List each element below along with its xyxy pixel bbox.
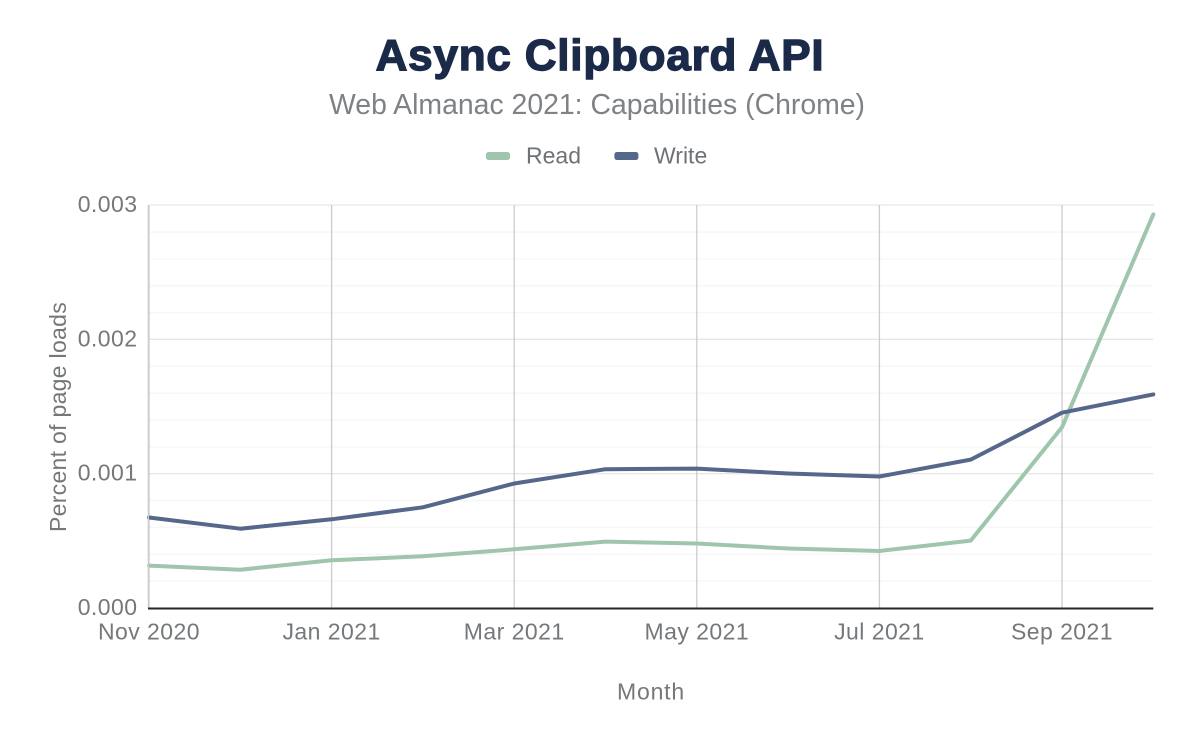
svg-text:Async Clipboard API: Async Clipboard API xyxy=(376,31,825,80)
svg-text:0.002: 0.002 xyxy=(78,325,138,351)
svg-text:Nov 2020: Nov 2020 xyxy=(98,619,200,645)
svg-text:Jan 2021: Jan 2021 xyxy=(282,619,380,645)
svg-text:0.003: 0.003 xyxy=(78,191,138,217)
svg-text:Jul 2021: Jul 2021 xyxy=(834,619,925,645)
svg-text:0.000: 0.000 xyxy=(78,594,138,620)
svg-text:Mar 2021: Mar 2021 xyxy=(464,619,565,645)
svg-text:0.001: 0.001 xyxy=(78,460,138,486)
svg-text:May 2021: May 2021 xyxy=(644,619,749,645)
svg-text:Write: Write xyxy=(654,143,707,169)
svg-text:Month: Month xyxy=(617,678,685,704)
svg-text:Percent of page loads: Percent of page loads xyxy=(45,302,71,532)
svg-text:Sep 2021: Sep 2021 xyxy=(1011,619,1113,645)
svg-text:Web Almanac 2021: Capabilities: Web Almanac 2021: Capabilities (Chrome) xyxy=(329,89,865,121)
svg-text:Read: Read xyxy=(526,143,581,169)
